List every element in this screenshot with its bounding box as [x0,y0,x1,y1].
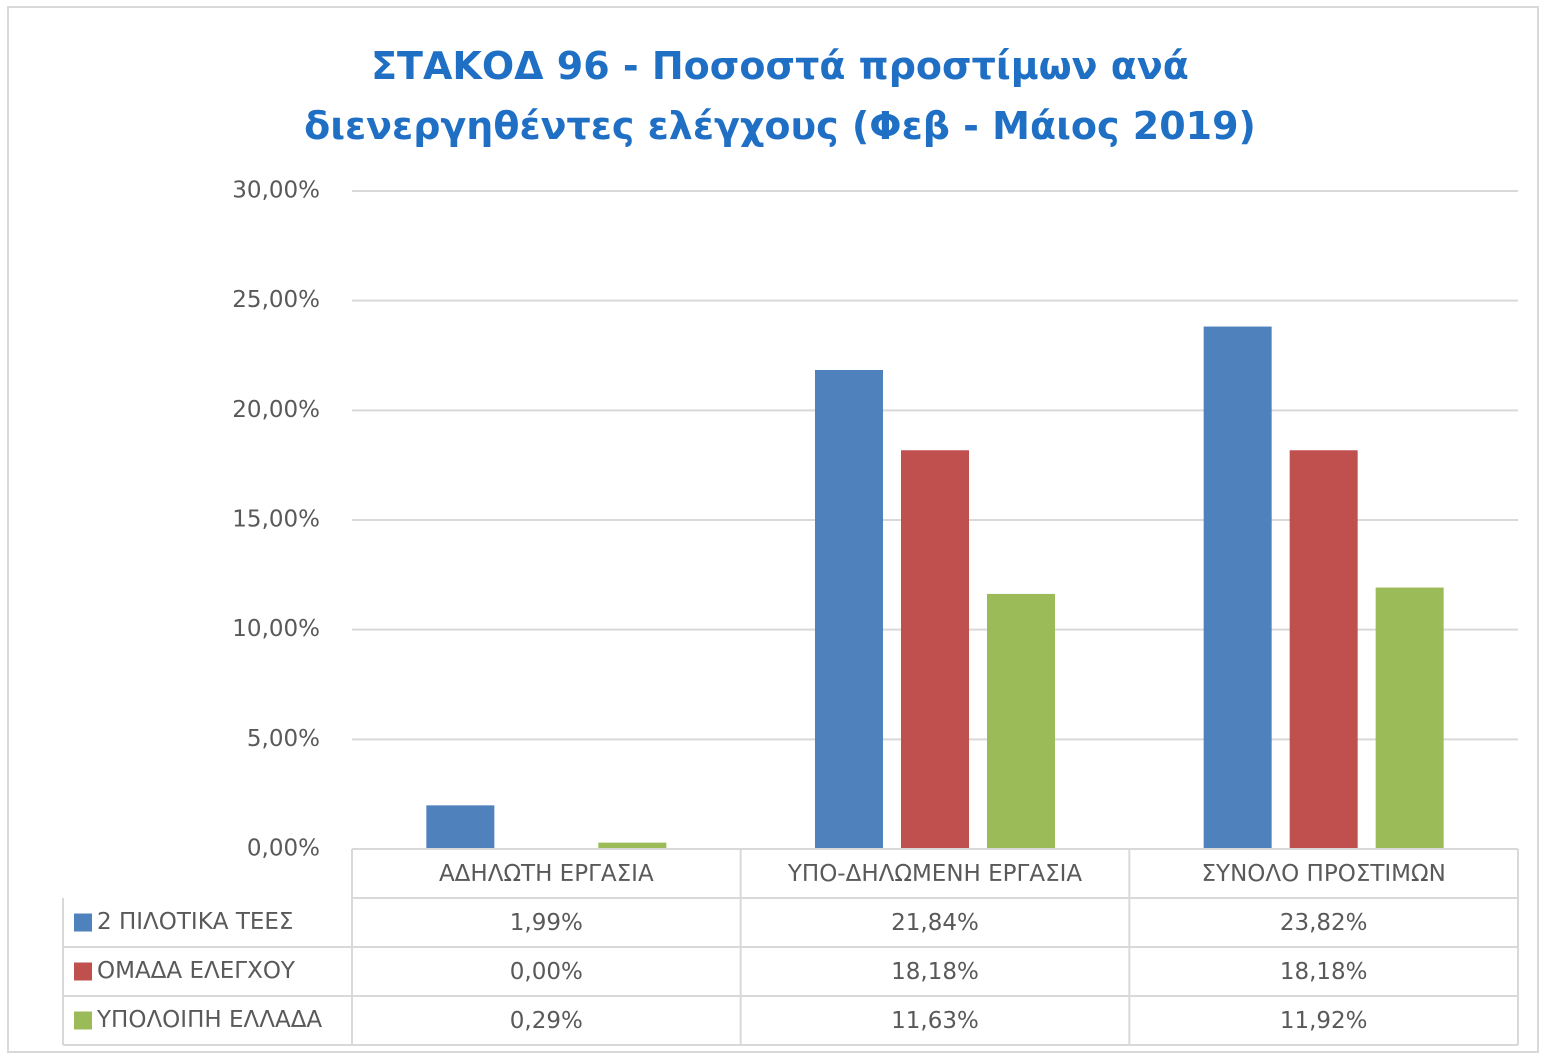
x-tick-label: ΥΠΟ-ΔΗΛΩΜΕΝΗ ΕΡΓΑΣΙΑ [787,861,1083,887]
bar [426,805,495,849]
table-value: 0,29% [510,1008,583,1034]
table-value: 0,00% [510,959,583,985]
bar [1289,450,1358,849]
bar [598,842,667,849]
table-value: 11,92% [1280,1008,1368,1034]
y-tick-label: 15,00% [232,507,320,533]
y-tick-label: 5,00% [247,726,320,752]
y-tick-label: 10,00% [232,616,320,642]
legend-label: ΟΜΑΔΑ ΕΛΕΓΧΟΥ [97,958,296,984]
table-value: 23,82% [1280,910,1368,936]
legend-label: ΥΠΟΛΟΙΠΗ ΕΛΛΑΔΑ [96,1007,322,1033]
x-tick-label: ΑΔΗΛΩΤΗ ΕΡΓΑΣΙΑ [439,861,654,887]
bar [815,369,883,849]
legend-label: 2 ΠΙΛΟΤΙΚΑ ΤΕΕΣ [97,909,293,935]
legend-swatch [74,1011,92,1030]
x-tick-label: ΣΥΝΟΛΟ ΠΡΟΣΤΙΜΩΝ [1202,861,1446,887]
y-tick-label: 30,00% [232,178,320,204]
bar [987,593,1055,849]
y-tick-label: 0,00% [247,836,320,862]
legend-swatch [74,962,92,981]
legend-swatch [74,913,92,932]
table-value: 11,63% [891,1008,979,1034]
chart-border [7,6,1539,1053]
chart-title: ΣΤΑΚΟΔ 96 - Ποσοστά προστίμων ανά διενερ… [304,44,1256,148]
y-tick-label: 20,00% [232,397,320,423]
bar [901,450,969,849]
bar [1375,587,1444,849]
table-value: 18,18% [891,959,979,985]
table-value: 21,84% [891,910,979,936]
table-value: 1,99% [510,910,583,936]
table-value: 18,18% [1280,959,1368,985]
y-tick-label: 25,00% [232,287,320,313]
bar [1203,326,1272,850]
